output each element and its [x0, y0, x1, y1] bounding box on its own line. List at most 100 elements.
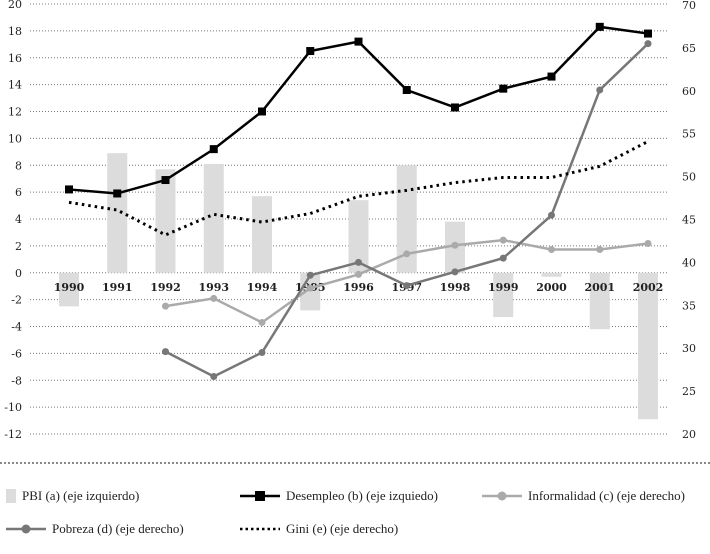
data-point: [451, 268, 459, 276]
x-tick-label: 1993: [198, 281, 229, 294]
bar-1999: [493, 272, 514, 318]
data-point: [499, 236, 507, 244]
x-tick-label: 1990: [54, 281, 85, 294]
right-tick-label: 40: [682, 256, 696, 269]
right-tick-label: 70: [682, 0, 696, 12]
legend-label: Informalidad (c) (eje derecho): [528, 488, 685, 503]
data-point: [354, 37, 363, 46]
legend-label: PBI (a) (eje izquierdo): [22, 488, 140, 503]
data-point: [499, 84, 508, 93]
bar-1993: [203, 163, 224, 273]
data-point: [306, 271, 314, 279]
data-point: [65, 185, 73, 194]
data-point: [258, 107, 266, 116]
legend-label: Gini (e) (eje derecho): [286, 521, 399, 536]
data-point: [162, 302, 169, 310]
right-tick-label: 35: [682, 299, 696, 312]
data-point: [306, 284, 314, 292]
x-tick-label: 1998: [440, 281, 471, 294]
data-point: [355, 258, 362, 266]
left-tick-label: -6: [11, 347, 22, 360]
right-tick-label: 30: [682, 342, 696, 355]
bar-1992: [155, 169, 176, 273]
data-point: [403, 250, 411, 258]
data-point: [548, 211, 555, 219]
data-point: [113, 189, 122, 198]
legend-item-informalidad: Informalidad (c) (eje derecho): [482, 488, 685, 504]
left-tick-label: 2: [15, 240, 22, 253]
data-point: [210, 294, 218, 302]
left-tick-label: -4: [11, 321, 22, 334]
bar-1994: [252, 196, 272, 273]
left-tick-label: 20: [8, 0, 22, 11]
legend-label: Desempleo (b) (eje izquiedo): [286, 488, 438, 503]
right-tick-label: 55: [682, 128, 696, 141]
bar-1991: [107, 153, 128, 273]
left-tick-label: 8: [15, 159, 22, 172]
legend-item-gini: Gini (e) (eje derecho): [240, 521, 398, 537]
legend-label: Pobreza (d) (eje derecho): [52, 521, 184, 536]
x-tick-label: 2002: [633, 281, 664, 294]
x-tick-label: 2001: [584, 281, 615, 294]
data-point: [209, 145, 218, 154]
left-tick-label: -12: [4, 428, 22, 441]
legend-item-desempleo: Desempleo (b) (eje izquiedo): [240, 488, 438, 504]
right-tick-label: 45: [682, 214, 696, 227]
x-tick-label: 1994: [247, 281, 278, 294]
left-tick-label: -2: [11, 294, 22, 307]
chart-plot: 20181614121086420-2-4-6-8-10-12706560555…: [4, 0, 696, 441]
left-tick-label: -8: [11, 374, 22, 387]
bar-1997: [396, 165, 417, 273]
x-tick-label: 1992: [150, 281, 181, 294]
data-point: [595, 22, 604, 31]
left-tick-label: 16: [8, 52, 22, 65]
data-point: [258, 318, 266, 326]
bar-swatch-icon: [6, 489, 16, 503]
data-point: [548, 246, 555, 254]
data-point: [644, 240, 652, 248]
data-point: [596, 86, 604, 94]
data-point: [161, 176, 170, 185]
left-tick-label: 18: [8, 25, 22, 38]
data-point: [644, 40, 652, 48]
dotted-line-icon: [240, 527, 280, 531]
legend-divider: [0, 462, 710, 464]
data-point: [210, 373, 218, 381]
square-marker-line-icon: [240, 491, 280, 501]
data-point: [258, 348, 266, 356]
bar-2000: [541, 272, 562, 277]
data-point: [451, 241, 459, 249]
right-tick-label: 25: [682, 385, 696, 398]
data-point: [403, 282, 411, 290]
right-tick-label: 50: [682, 171, 696, 184]
x-tick-label: 1999: [488, 281, 519, 294]
data-point: [306, 47, 315, 56]
right-tick-label: 20: [682, 428, 696, 441]
x-tick-label: 2000: [536, 281, 567, 294]
bar-1990: [59, 272, 79, 307]
data-point: [547, 72, 556, 81]
right-tick-label: 65: [682, 42, 696, 55]
data-point: [644, 29, 652, 38]
data-point: [402, 86, 411, 94]
data-point: [162, 348, 169, 356]
x-tick-label: 1996: [343, 281, 374, 294]
bar-2002: [638, 272, 658, 420]
left-tick-label: 4: [15, 213, 22, 226]
data-point: [596, 246, 604, 254]
left-tick-label: 6: [15, 186, 22, 199]
x-tick-label: 1991: [102, 281, 133, 294]
data-point: [355, 270, 362, 278]
left-tick-label: 12: [8, 106, 22, 119]
legend-item-pobreza: Pobreza (d) (eje derecho): [6, 521, 184, 537]
bar-1996: [348, 200, 369, 273]
circle-marker-line-icon: [6, 524, 46, 534]
data-point: [499, 254, 507, 262]
left-tick-label: 10: [8, 132, 22, 145]
data-point: [451, 103, 459, 112]
legend-item-pbi: PBI (a) (eje izquierdo): [6, 488, 139, 504]
right-tick-label: 60: [682, 85, 696, 98]
left-tick-label: 0: [15, 267, 22, 280]
series-line-1: [68, 25, 649, 195]
